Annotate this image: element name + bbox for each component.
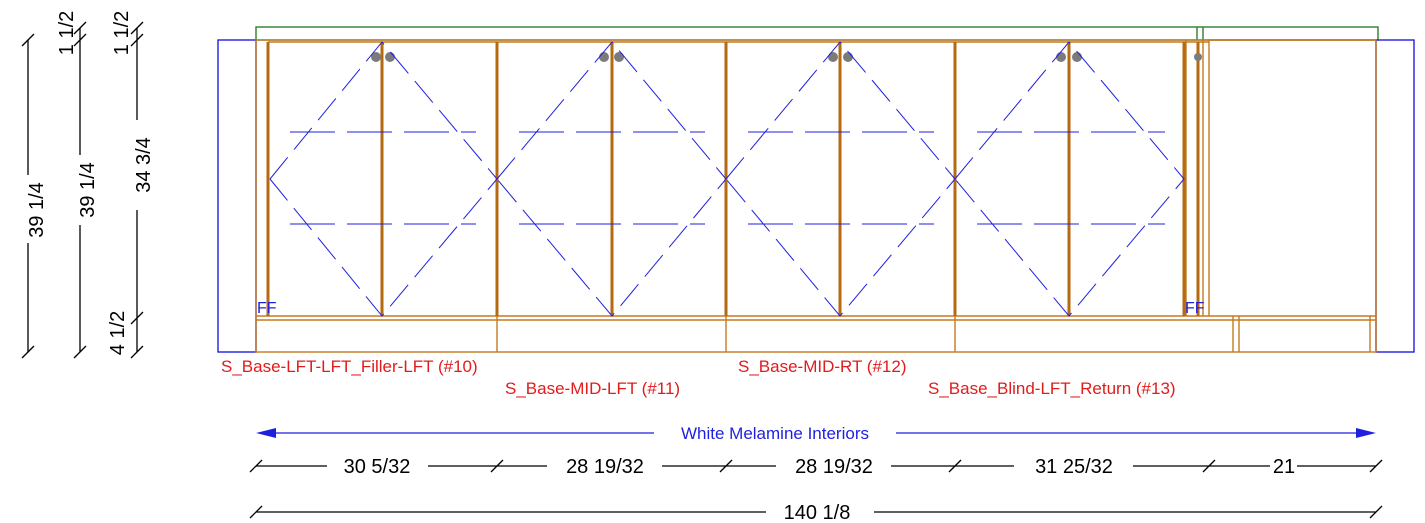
cabinet-label-10: S_Base-LFT-LFT_Filler-LFT (#10) <box>221 357 478 376</box>
right-end-panel <box>1376 40 1414 352</box>
cabinet-run <box>256 40 1376 352</box>
overall-width: 140 1/8 <box>784 502 851 523</box>
filler-mark-left: FF <box>257 300 277 317</box>
interior-note: White Melamine Interiors <box>681 424 869 443</box>
hdim-1: 30 5/32 <box>344 456 411 478</box>
hdim-2: 28 19/32 <box>566 456 644 478</box>
vdim-col3-top: 1 1/2 <box>111 11 133 55</box>
cabinet-label-11: S_Base-MID-LFT (#11) <box>505 379 680 398</box>
vdim-col2-top: 1 1/2 <box>56 11 78 55</box>
vdim-col1-total: 39 1/4 <box>26 182 48 238</box>
door-stiles <box>268 42 1198 316</box>
cabinet-label-13: S_Base_Blind-LFT_Return (#13) <box>928 379 1176 398</box>
vdim-col2-total: 39 1/4 <box>77 162 99 218</box>
hdim-4: 31 25/32 <box>1035 456 1113 478</box>
left-end-panel <box>218 40 256 352</box>
filler-mark-right: FF <box>1185 300 1205 317</box>
cabinet-label-12: S_Base-MID-RT (#12) <box>738 357 906 376</box>
hdim-3: 28 19/32 <box>795 456 873 478</box>
vdim-col3-bottom: 4 1/2 <box>107 311 129 355</box>
vdim-col3-middle: 34 3/4 <box>133 137 155 193</box>
hdim-5: 21 <box>1273 456 1295 478</box>
countertop <box>256 27 1378 40</box>
